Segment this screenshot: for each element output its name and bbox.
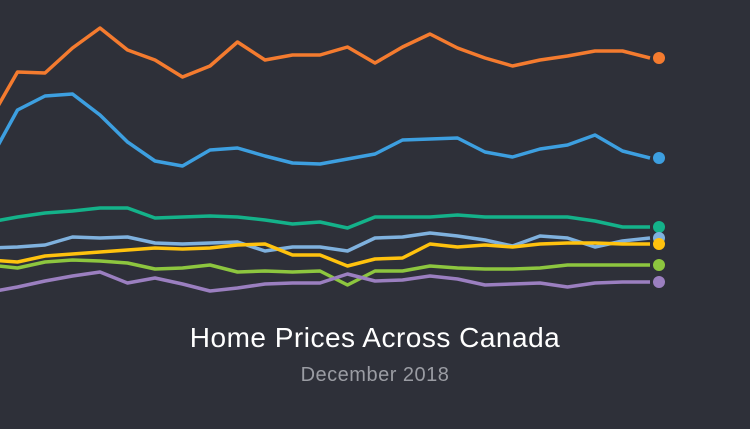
series-line-5 [0,258,650,287]
series-line-4 [0,241,650,268]
series-end-marker-4 [653,238,665,250]
series-line-1 [0,92,651,168]
series-line-0 [0,26,651,107]
series-end-marker-1 [653,152,665,164]
series-end-marker-6 [653,276,665,288]
line-chart [0,26,665,293]
series-end-marker-0 [653,52,665,64]
series-line-2 [0,206,650,230]
chart-title: Home Prices Across Canada [189,322,561,353]
series-end-marker-2 [653,221,665,233]
chart-subtitle: December 2018 [300,364,450,386]
series-end-marker-5 [653,259,665,271]
series-line-3 [0,231,651,253]
series-line-6 [0,270,650,293]
